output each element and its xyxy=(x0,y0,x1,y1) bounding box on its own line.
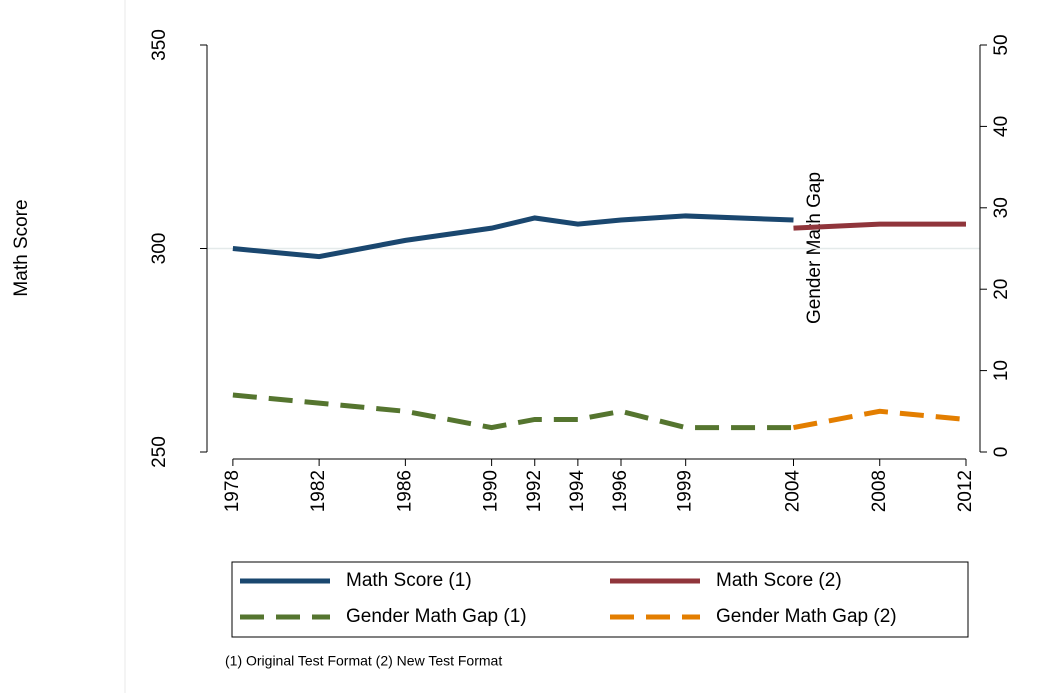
y2-tick-label: 40 xyxy=(991,116,1012,137)
x-tick-label: 1978 xyxy=(222,470,243,512)
y-tick-label: 300 xyxy=(149,233,170,265)
y2-tick-label: 0 xyxy=(991,447,1012,458)
x-tick-label: 1982 xyxy=(308,470,329,512)
series-line xyxy=(793,221,966,231)
y2-tick-label: 10 xyxy=(991,360,1012,381)
x-tick-label: 1994 xyxy=(567,470,588,513)
y2-tick-label: 50 xyxy=(991,34,1012,55)
legend-box xyxy=(231,561,969,638)
series-line xyxy=(793,408,967,431)
y-tick-label: 350 xyxy=(149,29,170,61)
legend-label: Math Score (1) xyxy=(346,570,472,591)
legend-label: Gender Math Gap (2) xyxy=(716,606,897,627)
x-tick-label: 1990 xyxy=(481,470,502,512)
series-line xyxy=(232,213,794,260)
note: (1) Original Test Format (2) New Test Fo… xyxy=(225,653,502,669)
y2-tick-label: 30 xyxy=(991,197,1012,218)
y-axis-label: Math Score xyxy=(11,199,32,296)
x-tick-label: 2012 xyxy=(955,470,976,512)
series-line xyxy=(232,392,794,431)
x-tick-label: 1986 xyxy=(394,470,415,512)
x-tick-label: 2008 xyxy=(869,470,890,512)
x-tick-label: 2004 xyxy=(783,470,804,513)
y2-tick-label: 20 xyxy=(991,279,1012,300)
legend-label: Gender Math Gap (1) xyxy=(346,606,527,627)
y-tick-label: 250 xyxy=(149,436,170,468)
x-tick-label: 1996 xyxy=(610,470,631,512)
legend-label: Math Score (2) xyxy=(716,570,842,591)
x-tick-label: 1992 xyxy=(524,470,545,512)
x-tick-label: 1999 xyxy=(675,470,696,512)
